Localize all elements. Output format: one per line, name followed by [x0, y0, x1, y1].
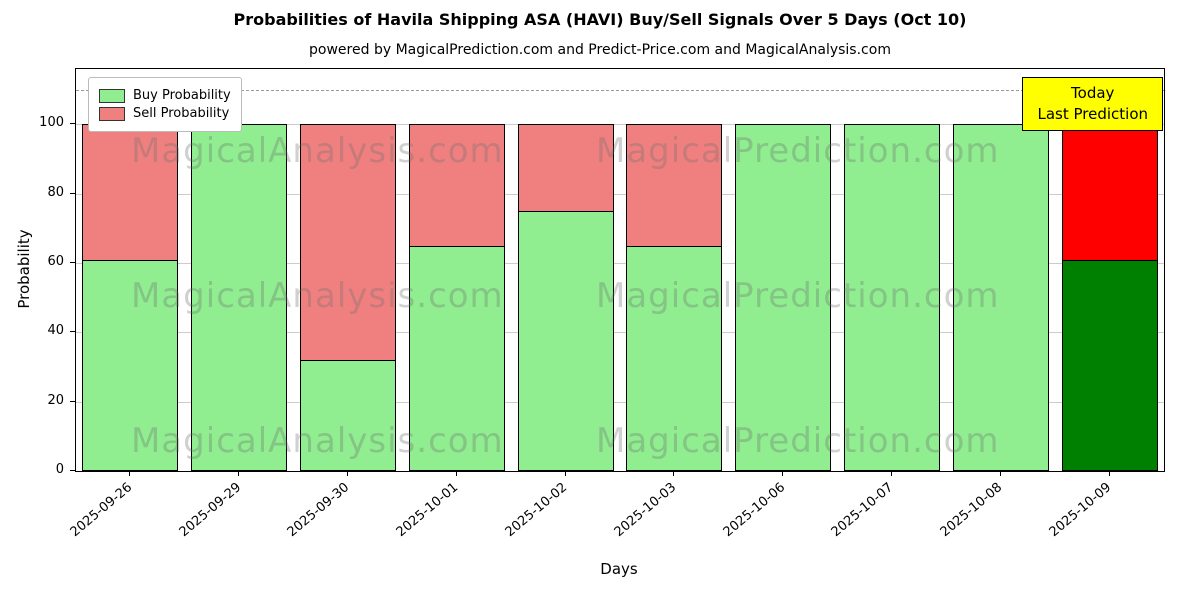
bar-sell-2025-10-03 — [626, 124, 722, 247]
x-tick-mark-2025-09-30 — [347, 471, 348, 476]
today-annotation: Today Last Prediction — [1022, 77, 1163, 131]
y-tick-mark-0 — [70, 470, 75, 471]
plot-area: MagicalAnalysis.com MagicalPrediction.com… — [75, 68, 1165, 472]
x-tick-label-2025-09-26: 2025-09-26 — [67, 480, 136, 541]
x-tick-label-2025-09-30: 2025-09-30 — [285, 480, 353, 541]
y-tick-label-100: 100 — [39, 115, 64, 131]
y-tick-label-40: 40 — [47, 323, 64, 339]
x-tick-mark-2025-10-09 — [1108, 471, 1110, 476]
x-tick-mark-2025-10-03 — [673, 471, 675, 476]
x-tick-label-2025-10-08: 2025-10-08 — [937, 480, 1006, 541]
legend-label-sell: Sell Probability — [133, 106, 230, 121]
bar-buy-2025-10-03 — [626, 245, 722, 471]
legend: Buy Probability Sell Probability — [88, 77, 242, 132]
y-tick-mark-40 — [70, 331, 75, 333]
bar-buy-2025-10-01 — [409, 245, 505, 471]
x-tick-label-2025-10-03: 2025-10-03 — [611, 480, 680, 541]
x-tick-mark-2025-10-01 — [455, 471, 457, 476]
x-tick-mark-2025-10-06 — [782, 471, 784, 476]
gridline-y-80 — [76, 193, 1164, 195]
y-tick-mark-20 — [70, 400, 75, 402]
annotation-line-1: Today — [1071, 84, 1115, 102]
bar-sell-2025-10-01 — [409, 124, 505, 247]
bar-buy-2025-10-02 — [518, 211, 614, 471]
annotation-line-2: Last Prediction — [1037, 105, 1148, 123]
bar-sell-2025-10-09 — [1062, 124, 1158, 261]
y-tick-label-80: 80 — [47, 184, 64, 200]
bar-sell-2025-09-26 — [82, 124, 178, 261]
y-tick-label-60: 60 — [47, 254, 64, 270]
bar-sell-2025-09-30 — [300, 124, 396, 362]
buy-probability-swatch — [99, 88, 125, 103]
x-tick-mark-2025-10-02 — [564, 471, 566, 476]
legend-item-buy: Buy Probability — [99, 88, 231, 103]
x-tick-label-2025-10-02: 2025-10-02 — [502, 480, 571, 541]
watermark-1-1: MagicalPrediction.com — [596, 276, 1000, 316]
x-tick-label-2025-10-07: 2025-10-07 — [829, 480, 897, 541]
bar-buy-2025-10-08 — [953, 124, 1049, 471]
x-tick-mark-2025-09-26 — [129, 471, 131, 476]
x-tick-mark-2025-09-29 — [238, 471, 240, 476]
sell-probability-swatch — [99, 106, 125, 121]
gridline-y-20 — [76, 401, 1164, 403]
x-tick-mark-2025-10-07 — [891, 471, 892, 476]
x-tick-label-2025-09-29: 2025-09-29 — [176, 480, 244, 541]
chart-title: Probabilities of Havila Shipping ASA (HA… — [233, 10, 967, 29]
x-axis-label: Days — [600, 560, 638, 578]
x-tick-label-2025-10-01: 2025-10-01 — [393, 480, 462, 541]
y-tick-label-20: 20 — [47, 392, 64, 408]
watermark-0-0: MagicalAnalysis.com — [131, 131, 504, 171]
bar-buy-2025-10-07 — [844, 124, 940, 471]
gridline-y-40 — [76, 332, 1164, 334]
y-tick-mark-80 — [70, 192, 75, 194]
bar-sell-2025-10-02 — [518, 124, 614, 213]
chart-subtitle: powered by MagicalPrediction.com and Pre… — [309, 42, 891, 58]
watermark-2-1: MagicalPrediction.com — [596, 421, 1000, 461]
y-tick-mark-60 — [70, 262, 75, 264]
gridline-y-60 — [76, 263, 1164, 265]
watermark-2-0: MagicalAnalysis.com — [131, 421, 504, 461]
legend-label-buy: Buy Probability — [133, 88, 231, 103]
bar-buy-2025-10-09 — [1062, 259, 1158, 471]
bar-buy-2025-10-06 — [735, 124, 831, 471]
x-tick-label-2025-10-06: 2025-10-06 — [720, 480, 788, 541]
watermark-1-0: MagicalAnalysis.com — [131, 276, 504, 316]
gridline-y-100 — [76, 124, 1164, 126]
x-tick-label-2025-10-09: 2025-10-09 — [1046, 480, 1115, 541]
legend-item-sell: Sell Probability — [99, 106, 231, 121]
y-tick-mark-100 — [70, 123, 75, 125]
dashed-reference-line — [76, 89, 1164, 91]
watermark-0-1: MagicalPrediction.com — [596, 131, 1000, 171]
x-tick-mark-2025-10-08 — [999, 471, 1001, 476]
y-tick-label-0: 0 — [55, 462, 64, 477]
